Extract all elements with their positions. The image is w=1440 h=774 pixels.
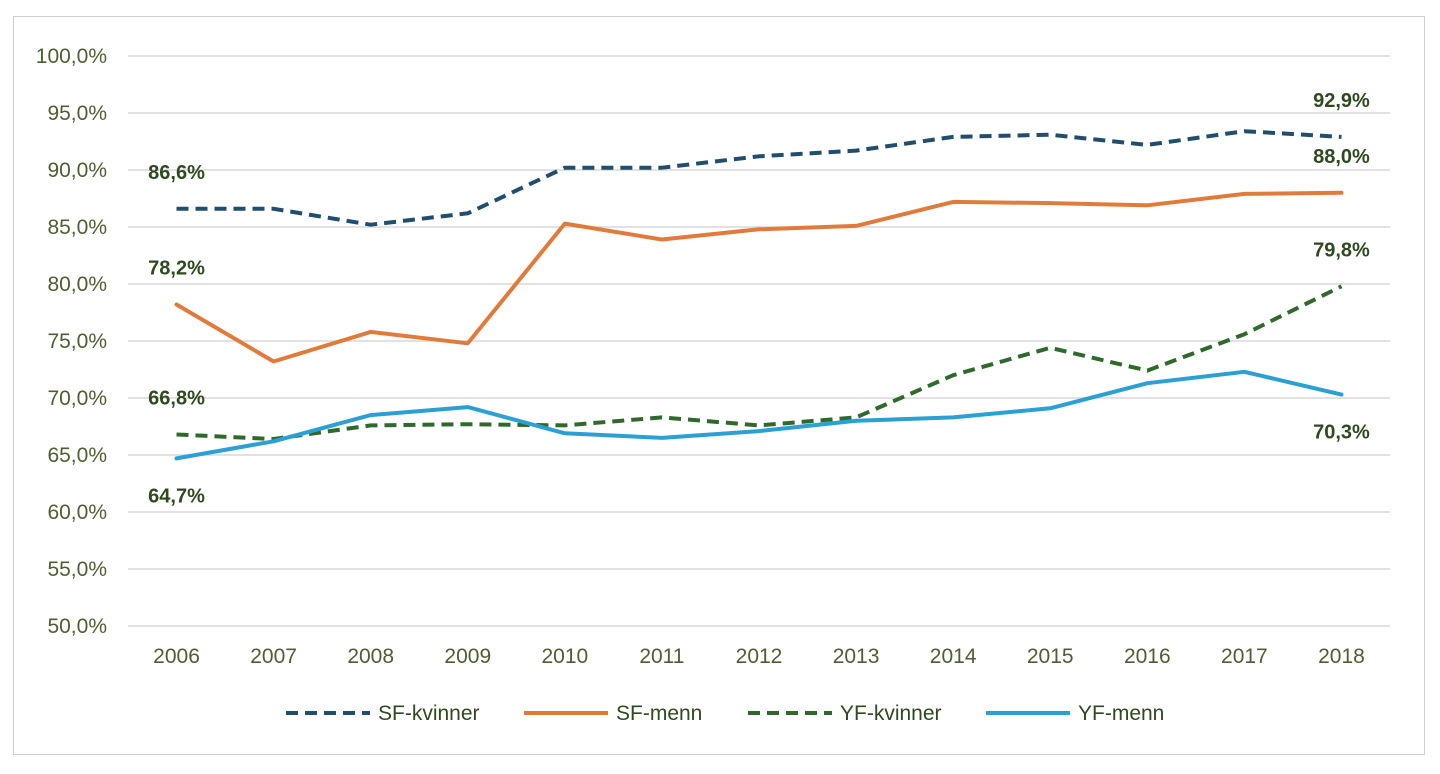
- series-line-sf-kvinner: [176, 129, 1342, 227]
- data-label: 79,8%: [1313, 239, 1370, 261]
- data-labels: 86,6% 92,9% 78,2% 88,0% 66,8% 79,8% 64,7% 70,3%: [148, 90, 1370, 507]
- y-tick-label: 60,0%: [47, 501, 107, 524]
- x-tick-label: 2013: [833, 645, 880, 668]
- x-tick-label: 2011: [639, 645, 684, 668]
- y-axis-tick-labels: 50,0% 55,0% 60,0% 65,0% 70,0% 75,0% 80,0% 85,0%…: [36, 45, 107, 638]
- y-tick-label: 90,0%: [47, 159, 107, 182]
- legend-label: SF-kvinner: [378, 702, 480, 725]
- legend-label: YF-kvinner: [840, 702, 942, 725]
- legend-entry-yf-kvinner: YF-kvinner: [748, 702, 942, 725]
- y-tick-label: 95,0%: [47, 102, 107, 125]
- x-tick-label: 2017: [1221, 645, 1268, 668]
- data-label: 64,7%: [148, 485, 205, 507]
- y-tick-label: 65,0%: [47, 444, 107, 467]
- legend-entry-sf-menn: SF-menn: [524, 702, 702, 725]
- data-label: 88,0%: [1313, 146, 1370, 168]
- data-label: 92,9%: [1313, 90, 1370, 112]
- x-tick-label: 2018: [1318, 645, 1365, 668]
- legend-label: YF-menn: [1078, 702, 1164, 725]
- x-tick-label: 2010: [541, 645, 588, 668]
- x-tick-label: 2014: [930, 645, 977, 668]
- x-tick-label: 2008: [347, 645, 394, 668]
- legend-label: SF-menn: [616, 702, 702, 725]
- gridlines: [128, 55, 1390, 627]
- x-axis-tick-labels: 2006 2007 2008 2009 2010 2011 2012 2013 2014 2015…: [153, 645, 1365, 668]
- legend-entry-sf-kvinner: SF-kvinner: [286, 702, 480, 725]
- y-tick-label: 80,0%: [47, 273, 107, 296]
- x-tick-label: 2009: [444, 645, 491, 668]
- y-tick-label: 75,0%: [47, 330, 107, 353]
- legend-entry-yf-menn: YF-menn: [986, 702, 1164, 725]
- x-tick-label: 2012: [736, 645, 783, 668]
- data-label: 78,2%: [148, 258, 205, 280]
- x-tick-label: 2016: [1124, 645, 1171, 668]
- y-tick-label: 85,0%: [47, 216, 107, 239]
- y-tick-label: 100,0%: [36, 45, 107, 68]
- y-tick-label: 70,0%: [47, 387, 107, 410]
- series-line-yf-menn: [174, 369, 1344, 461]
- data-label: 66,8%: [148, 387, 205, 409]
- data-label: 70,3%: [1313, 422, 1370, 444]
- y-tick-label: 50,0%: [47, 615, 107, 638]
- series-line-yf-kvinner: [176, 284, 1343, 441]
- x-tick-label: 2007: [250, 645, 297, 668]
- x-tick-label: 2015: [1027, 645, 1074, 668]
- data-label: 86,6%: [148, 162, 205, 184]
- series-line-sf-menn: [174, 190, 1344, 364]
- series-lines: [174, 129, 1344, 461]
- x-tick-label: 2006: [153, 645, 200, 668]
- legend: SF-kvinner SF-menn YF-kvinner YF-menn: [286, 702, 1164, 725]
- y-tick-label: 55,0%: [47, 558, 107, 581]
